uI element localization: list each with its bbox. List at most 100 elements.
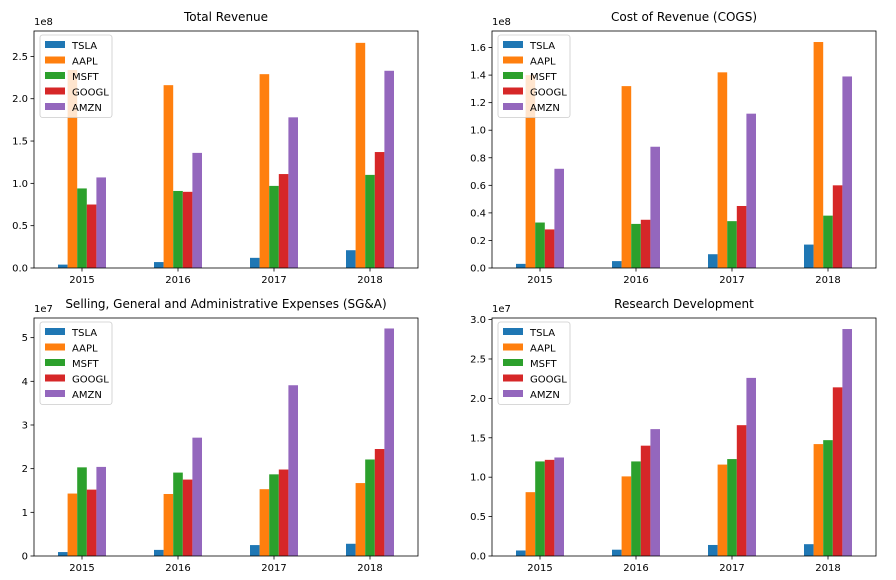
bar-googl-2017 <box>278 469 289 556</box>
bar-msft-2018 <box>365 174 375 268</box>
bar-googl-2017 <box>736 205 747 268</box>
x-tick-label: 2016 <box>623 563 648 574</box>
x-tick-label: 2016 <box>165 275 190 286</box>
legend-box <box>497 34 571 118</box>
legend-box <box>39 34 113 118</box>
legend-label-amzn: AMZN <box>72 390 102 401</box>
y-tick-label: 1.6 <box>470 43 486 54</box>
legend-label-googl: GOOGL <box>530 88 567 99</box>
legend-label-tsla: TSLA <box>71 41 97 52</box>
y-tick-label: 2.0 <box>12 94 28 105</box>
y-tick-label: 0.6 <box>470 181 486 192</box>
bar-googl-2017 <box>278 174 289 268</box>
y-tick-label: 3.0 <box>470 315 486 326</box>
bar-aapl-2015 <box>67 69 78 268</box>
legend-swatch-tsla <box>45 41 65 48</box>
bar-amzn-2015 <box>554 168 564 268</box>
bar-aapl-2016 <box>621 86 632 269</box>
bar-amzn-2017 <box>288 117 298 268</box>
legend-swatch-googl <box>503 374 523 382</box>
bar-msft-2018 <box>823 215 833 268</box>
bar-aapl-2018 <box>813 42 824 268</box>
y-tick-label: 0.0 <box>470 552 486 563</box>
bar-aapl-2015 <box>525 492 536 556</box>
bar-aapl-2018 <box>355 42 366 268</box>
bar-amzn-2016 <box>192 437 202 556</box>
chart-panel-2: 0.0 0.2 0.4 0.6 0.8 1.0 1.2 1.4 1.6 2015 2016 2017 2… <box>470 10 877 286</box>
y-tick-label: 0.5 <box>470 512 486 523</box>
bar-tsla-2018 <box>346 250 356 268</box>
legend-swatch-aapl <box>45 56 65 64</box>
bar-tsla-2015 <box>516 263 526 268</box>
bar-googl-2015 <box>544 459 555 556</box>
x-tick-label: 2017 <box>261 563 286 574</box>
chart-panel-1: 0.0 0.5 1.0 1.5 2.0 2.5 2015 2016 2017 2018 1e8 Tot… <box>12 10 419 286</box>
bar-msft-2018 <box>823 440 833 556</box>
y-offset-label: 1e7 <box>492 304 511 315</box>
bar-msft-2017 <box>269 185 279 268</box>
y-tick-label: 2.5 <box>12 52 28 63</box>
bar-googl-2018 <box>374 449 385 556</box>
legend-label-amzn: AMZN <box>530 390 560 401</box>
y-tick-label: 0.0 <box>470 264 486 275</box>
bar-tsla-2017 <box>708 254 718 268</box>
legend-box <box>39 321 113 405</box>
y-tick-label: 1.4 <box>470 71 486 82</box>
bar-googl-2016 <box>640 219 651 268</box>
legend-label-tsla: TSLA <box>71 328 97 339</box>
bar-tsla-2017 <box>708 544 718 556</box>
bar-msft-2016 <box>631 461 641 556</box>
legend-swatch-googl <box>45 374 65 382</box>
bar-tsla-2015 <box>58 552 68 556</box>
legend-label-aapl: AAPL <box>530 57 556 68</box>
bar-aapl-2016 <box>163 493 174 556</box>
legend-label-aapl: AAPL <box>72 344 98 355</box>
x-tick-label: 2016 <box>623 275 648 286</box>
axes-frame <box>33 30 419 269</box>
y-tick-label: 5 <box>22 333 28 344</box>
y-offset-label: 1e7 <box>34 304 53 315</box>
legend-label-amzn: AMZN <box>72 103 102 114</box>
chart-title: Total Revenue <box>183 10 268 24</box>
bar-googl-2015 <box>544 229 555 268</box>
x-tick-label: 2015 <box>69 563 94 574</box>
bar-tsla-2017 <box>250 545 260 556</box>
legend-label-tsla: TSLA <box>529 328 555 339</box>
x-tick-label: 2017 <box>719 275 744 286</box>
chart-title: Cost of Revenue (COGS) <box>611 10 757 24</box>
legend-swatch-aapl <box>503 56 523 64</box>
bar-amzn-2015 <box>96 177 106 268</box>
bar-tsla-2018 <box>804 244 814 268</box>
bar-aapl-2018 <box>813 444 824 556</box>
y-tick-label: 2.5 <box>470 354 486 365</box>
x-tick-label: 2018 <box>815 275 840 286</box>
chart-panel-4: 0.0 0.5 1.0 1.5 2.0 2.5 3.0 2015 2016 2017 2018 1e7… <box>470 297 877 574</box>
x-tick-label: 2017 <box>261 275 286 286</box>
bar-msft-2018 <box>365 459 375 556</box>
legend-label-tsla: TSLA <box>529 41 555 52</box>
y-tick-label: 0.5 <box>12 221 28 232</box>
chart-title: Selling, General and Administrative Expe… <box>65 297 386 311</box>
bar-msft-2016 <box>631 223 641 268</box>
x-tick-label: 2015 <box>527 563 552 574</box>
bar-msft-2015 <box>77 467 87 556</box>
y-tick-label: 2.0 <box>470 394 486 405</box>
x-tick-label: 2018 <box>815 563 840 574</box>
legend-label-msft: MSFT <box>530 72 558 83</box>
axes-frame <box>491 30 877 269</box>
x-tick-label: 2018 <box>357 563 382 574</box>
bar-amzn-2016 <box>192 152 202 268</box>
x-tick-label: 2018 <box>357 275 382 286</box>
legend-label-msft: MSFT <box>530 359 558 370</box>
legend-swatch-tsla <box>503 41 523 48</box>
bar-aapl-2016 <box>621 476 632 556</box>
y-tick-label: 1.5 <box>470 433 486 444</box>
bar-tsla-2018 <box>804 544 814 556</box>
legend-swatch-amzn <box>45 103 65 110</box>
bar-aapl-2017 <box>717 464 728 556</box>
legend-swatch-tsla <box>503 328 523 335</box>
y-tick-label: 1.0 <box>12 179 28 190</box>
x-tick-label: 2017 <box>719 563 744 574</box>
bar-amzn-2018 <box>842 329 852 556</box>
bar-tsla-2015 <box>58 264 68 268</box>
